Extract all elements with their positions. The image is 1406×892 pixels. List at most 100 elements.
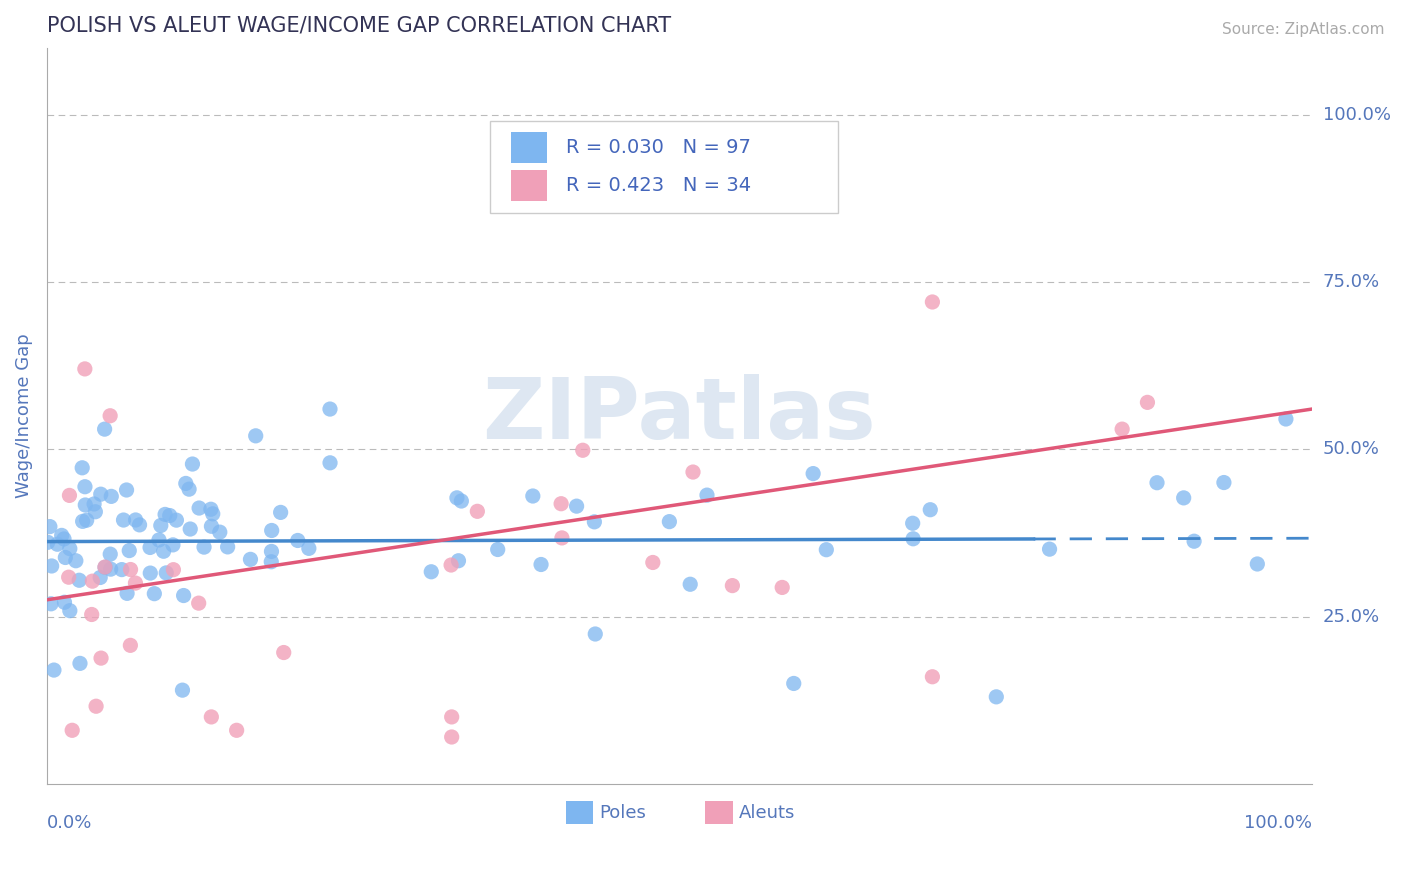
Point — [440, 558, 463, 572]
Point — [37, 535, 59, 549]
Point — [187, 596, 209, 610]
Point — [440, 730, 463, 744]
Point — [124, 576, 146, 591]
Point — [152, 544, 174, 558]
Text: 75.0%: 75.0% — [1323, 273, 1381, 291]
Point — [319, 456, 342, 470]
FancyBboxPatch shape — [489, 121, 838, 213]
Point — [115, 483, 138, 497]
Point — [139, 541, 162, 555]
Point — [239, 552, 262, 566]
Point — [770, 581, 793, 595]
Text: R = 0.030   N = 97: R = 0.030 N = 97 — [565, 137, 751, 157]
Point — [446, 491, 468, 505]
Point — [120, 562, 142, 576]
Point — [73, 480, 96, 494]
Point — [159, 508, 181, 523]
Point — [60, 723, 83, 738]
Point — [98, 409, 121, 423]
Point — [75, 498, 97, 512]
Text: 0.0%: 0.0% — [46, 814, 93, 832]
Point — [173, 589, 195, 603]
Point — [260, 544, 283, 558]
Point — [76, 513, 98, 527]
Point — [901, 532, 924, 546]
Point — [46, 537, 69, 551]
Point — [93, 422, 115, 436]
Point — [143, 587, 166, 601]
Point — [90, 487, 112, 501]
Point — [921, 670, 943, 684]
Point — [69, 657, 91, 671]
Text: 100.0%: 100.0% — [1244, 814, 1312, 832]
Point — [901, 516, 924, 531]
Point — [1136, 395, 1159, 409]
Point — [73, 362, 96, 376]
Point — [225, 723, 247, 738]
Point — [72, 514, 94, 528]
Point — [84, 699, 107, 714]
Text: 100.0%: 100.0% — [1323, 105, 1391, 124]
Point — [38, 519, 60, 533]
Point — [83, 497, 105, 511]
Point — [53, 595, 76, 609]
Point — [1173, 491, 1195, 505]
Point — [89, 570, 111, 584]
Point — [41, 558, 63, 573]
Text: R = 0.423   N = 34: R = 0.423 N = 34 — [565, 176, 751, 194]
Point — [208, 525, 231, 540]
Point — [260, 524, 283, 538]
Text: ZIPatlas: ZIPatlas — [482, 375, 876, 458]
Text: Poles: Poles — [600, 804, 647, 822]
Point — [80, 607, 103, 622]
Point — [181, 457, 204, 471]
Point — [128, 517, 150, 532]
Point — [118, 543, 141, 558]
Point — [1275, 412, 1298, 426]
Point — [172, 683, 194, 698]
Point — [115, 586, 138, 600]
Point — [59, 541, 82, 556]
FancyBboxPatch shape — [512, 169, 547, 201]
Point — [801, 467, 824, 481]
Point — [550, 497, 572, 511]
Point — [100, 489, 122, 503]
Point — [420, 565, 443, 579]
Point — [174, 476, 197, 491]
Point — [287, 533, 309, 548]
Point — [120, 638, 142, 652]
Point — [298, 541, 321, 556]
Point — [111, 563, 134, 577]
Point — [94, 560, 117, 574]
Point — [200, 710, 222, 724]
Point — [165, 513, 187, 527]
Point — [124, 513, 146, 527]
Point — [58, 570, 80, 584]
Point — [450, 494, 472, 508]
Point — [447, 554, 470, 568]
Point — [200, 502, 222, 516]
Point — [100, 562, 122, 576]
Point — [51, 528, 73, 542]
Point — [193, 540, 215, 554]
Point — [162, 538, 184, 552]
Point — [58, 488, 80, 502]
Point — [217, 540, 239, 554]
Point — [94, 560, 117, 574]
Point — [84, 505, 107, 519]
Point — [65, 554, 87, 568]
Point — [201, 507, 224, 521]
Text: Aleuts: Aleuts — [738, 804, 796, 822]
Point — [53, 532, 76, 546]
Point — [53, 550, 76, 565]
Point — [1111, 422, 1133, 436]
Point — [583, 627, 606, 641]
Point — [658, 515, 681, 529]
Point — [1246, 557, 1268, 571]
Point — [551, 531, 574, 545]
Point — [90, 651, 112, 665]
Text: 25.0%: 25.0% — [1323, 607, 1381, 625]
Point — [155, 566, 177, 580]
Point — [70, 460, 93, 475]
Point — [139, 566, 162, 580]
